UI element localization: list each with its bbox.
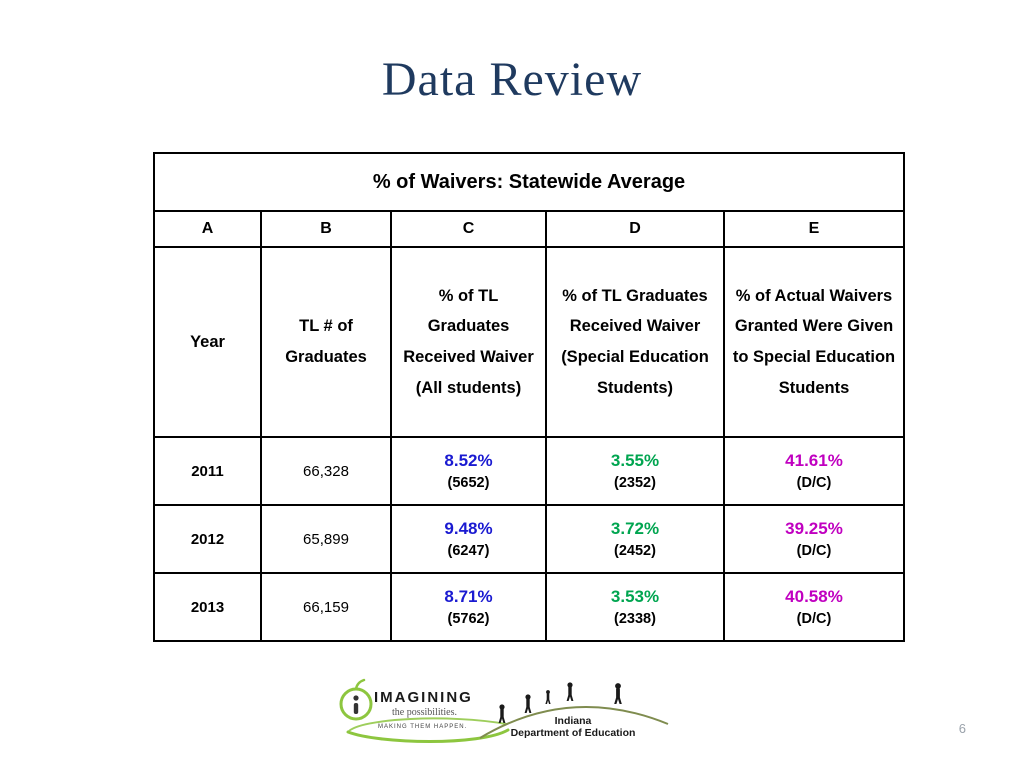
waiver-sped-pct: 3.72% [610, 519, 660, 539]
waiver-all-cell: 8.71% (5762) [390, 572, 547, 642]
waiver-sped-pct: 3.53% [610, 587, 660, 607]
waiver-all-cell: 9.48% (6247) [390, 504, 547, 574]
granted-note: (D/C) [796, 610, 832, 627]
table-caption: % of Waivers: Statewide Average [153, 152, 905, 212]
waiver-sped-count: (2352) [614, 474, 656, 491]
waiver-sped-count: (2338) [614, 610, 656, 627]
table-row: 2012 65,899 9.48% (6247) 3.72% (2452) 39… [153, 504, 905, 574]
header-tl-graduates: TL # of Graduates [260, 246, 392, 438]
granted-note: (D/C) [796, 474, 832, 491]
granted-note: (D/C) [796, 542, 832, 559]
page-title: Data Review [381, 53, 643, 106]
column-letter-c: C [390, 210, 547, 248]
waiver-all-pct: 9.48% [444, 519, 493, 539]
header-year: Year [153, 246, 262, 438]
year-value: 2011 [153, 436, 262, 506]
column-letters-row: A B C D E [153, 210, 905, 248]
org-name-line1: Indiana [555, 715, 592, 727]
waiver-all-count: (5652) [447, 474, 490, 491]
granted-pct: 39.25% [785, 519, 843, 539]
waiver-sped-cell: 3.53% (2338) [545, 572, 725, 642]
apple-logo-icon [339, 678, 373, 721]
year-value: 2013 [153, 572, 262, 642]
granted-sped-cell: 40.58% (D/C) [723, 572, 905, 642]
waiver-all-count: (5762) [447, 610, 490, 627]
graduates-value: 66,328 [260, 436, 392, 506]
table-caption-row: % of Waivers: Statewide Average [153, 152, 905, 212]
graduates-value: 65,899 [260, 504, 392, 574]
page-number: 6 [958, 721, 966, 736]
waiver-sped-count: (2452) [614, 542, 656, 559]
table-header-row: Year TL # of Graduates % of TL Graduates… [153, 246, 905, 438]
column-letter-a: A [153, 210, 262, 248]
column-letter-d: D [545, 210, 725, 248]
header-waiver-sped: % of TL Graduates Received Waiver (Speci… [545, 246, 725, 438]
granted-pct: 41.61% [785, 451, 843, 471]
waiver-sped-pct: 3.55% [610, 451, 660, 471]
header-granted-sped: % of Actual Waivers Granted Were Given t… [723, 246, 905, 438]
header-waiver-all: % of TL Graduates Received Waiver (All s… [390, 246, 547, 438]
waiver-all-count: (6247) [447, 542, 490, 559]
logo-primary-text: IMAGINING [374, 689, 473, 706]
waiver-all-pct: 8.52% [444, 451, 493, 471]
table-row: 2011 66,328 8.52% (5652) 3.55% (2352) 41… [153, 436, 905, 506]
waivers-table: % of Waivers: Statewide Average A B C D … [153, 152, 905, 642]
granted-sped-cell: 41.61% (D/C) [723, 436, 905, 506]
granted-pct: 40.58% [785, 587, 843, 607]
logo-tagline-text: MAKING THEM HAPPEN. [378, 724, 467, 730]
waiver-sped-cell: 3.55% (2352) [545, 436, 725, 506]
doe-logo-graphic: IMAGINING the possibilities. MAKING THEM… [339, 678, 669, 743]
hill-swoosh-icon [346, 717, 510, 743]
logo-secondary-text: the possibilities. [392, 707, 457, 718]
org-name-line2: Department of Education [511, 727, 636, 739]
graduates-value: 66,159 [260, 572, 392, 642]
hill-curve-icon [479, 706, 669, 739]
table-row: 2013 66,159 8.71% (5762) 3.53% (2338) 40… [153, 572, 905, 642]
column-letter-e: E [723, 210, 905, 248]
column-letter-b: B [260, 210, 392, 248]
granted-sped-cell: 39.25% (D/C) [723, 504, 905, 574]
people-silhouettes-icon [498, 682, 622, 723]
waiver-sped-cell: 3.72% (2452) [545, 504, 725, 574]
waiver-all-pct: 8.71% [444, 587, 493, 607]
footer-logo: IMAGINING the possibilities. MAKING THEM… [330, 666, 670, 750]
waiver-all-cell: 8.52% (5652) [390, 436, 547, 506]
year-value: 2012 [153, 504, 262, 574]
